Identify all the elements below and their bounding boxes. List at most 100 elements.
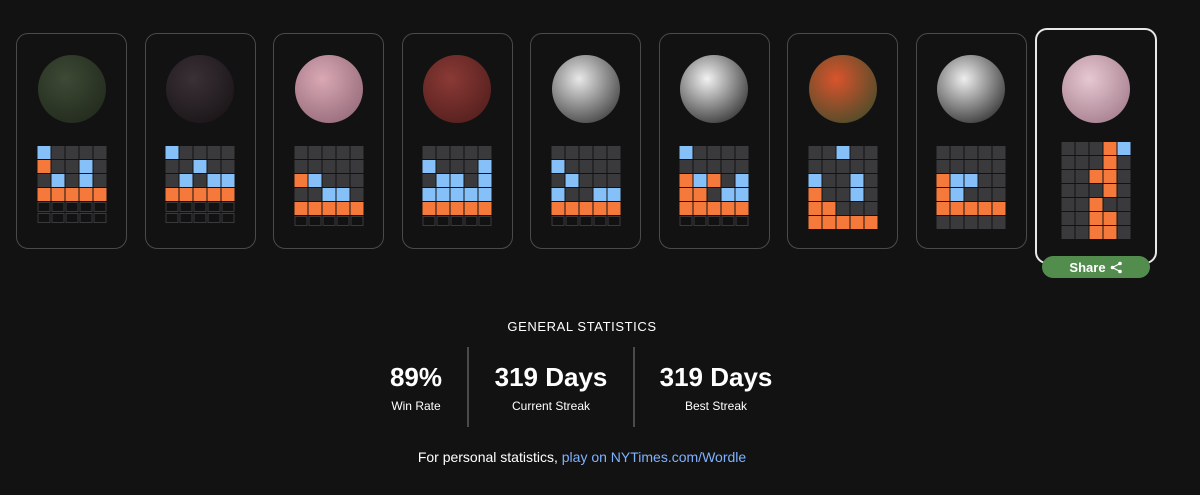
tile xyxy=(478,174,492,187)
tile xyxy=(464,160,478,173)
tile xyxy=(808,188,821,201)
tile xyxy=(992,202,1006,215)
share-button[interactable]: Share xyxy=(1042,256,1150,278)
guess-grid xyxy=(1061,142,1131,239)
tile xyxy=(1061,198,1075,211)
tile xyxy=(1075,170,1089,183)
tile xyxy=(836,174,849,187)
tile xyxy=(79,146,92,159)
tile xyxy=(207,174,221,187)
tile xyxy=(822,160,835,173)
guess-grid xyxy=(936,146,1006,229)
tile xyxy=(93,146,106,159)
tile xyxy=(721,202,735,215)
tile xyxy=(1117,226,1131,239)
tile xyxy=(850,188,863,201)
tile xyxy=(51,160,64,173)
tile xyxy=(936,188,950,201)
tile xyxy=(65,160,78,173)
tile xyxy=(179,202,193,212)
tile xyxy=(1089,156,1103,169)
tile xyxy=(679,146,693,159)
tile xyxy=(808,202,821,215)
tile xyxy=(836,216,849,229)
tile xyxy=(735,188,749,201)
tile xyxy=(679,188,693,201)
tile xyxy=(37,213,50,223)
tile xyxy=(850,160,863,173)
tile xyxy=(950,202,964,215)
stat: 89% Win Rate xyxy=(366,362,466,413)
tile xyxy=(294,202,307,215)
tile xyxy=(593,202,606,215)
tile xyxy=(735,160,749,173)
tile xyxy=(1075,156,1089,169)
stat-value: 89% xyxy=(389,362,443,392)
tile xyxy=(579,160,592,173)
tile xyxy=(207,213,221,223)
avatar xyxy=(423,55,491,123)
avatar xyxy=(937,55,1005,123)
tile xyxy=(422,202,436,215)
tile xyxy=(65,146,78,159)
stat-label: Best Streak xyxy=(684,399,748,413)
tile xyxy=(37,174,50,187)
player-card xyxy=(273,33,384,249)
tile xyxy=(735,202,749,215)
tile xyxy=(1061,184,1075,197)
tile xyxy=(322,216,335,226)
tile xyxy=(593,146,606,159)
tile xyxy=(93,202,106,212)
tile xyxy=(1103,184,1117,197)
tile xyxy=(464,216,478,226)
stat: 319 Days Current Streak xyxy=(476,362,626,413)
tile xyxy=(193,174,207,187)
tile xyxy=(51,146,64,159)
tile xyxy=(464,146,478,159)
tile xyxy=(565,188,578,201)
tile xyxy=(350,146,363,159)
player-card[interactable] xyxy=(1035,28,1157,264)
tile xyxy=(822,174,835,187)
stats-title: GENERAL STATISTICS xyxy=(507,319,657,334)
tile xyxy=(1061,170,1075,183)
tile xyxy=(1117,198,1131,211)
tile xyxy=(350,160,363,173)
tile xyxy=(565,146,578,159)
divider xyxy=(633,347,635,427)
tile xyxy=(607,216,620,226)
tile xyxy=(464,202,478,215)
tile xyxy=(693,216,707,226)
tile xyxy=(308,202,321,215)
tile xyxy=(593,216,606,226)
tile xyxy=(721,216,735,226)
tile xyxy=(950,216,964,229)
tile xyxy=(221,160,235,173)
tile xyxy=(294,160,307,173)
tile xyxy=(1075,226,1089,239)
tile xyxy=(864,174,877,187)
tile xyxy=(808,216,821,229)
tile xyxy=(322,174,335,187)
tile xyxy=(350,188,363,201)
tile xyxy=(607,202,620,215)
tile xyxy=(436,216,450,226)
tile xyxy=(822,202,835,215)
tile xyxy=(79,160,92,173)
tile xyxy=(436,160,450,173)
tile xyxy=(179,146,193,159)
tile xyxy=(65,174,78,187)
footer-link[interactable]: play on NYTimes.com/Wordle xyxy=(561,449,747,465)
tile xyxy=(450,188,464,201)
tile xyxy=(336,146,349,159)
tile xyxy=(992,146,1006,159)
tile xyxy=(850,146,863,159)
tile xyxy=(936,174,950,187)
tile xyxy=(193,202,207,212)
tile xyxy=(593,188,606,201)
tile xyxy=(593,174,606,187)
tile xyxy=(936,146,950,159)
avatar xyxy=(166,55,234,123)
tile xyxy=(579,146,592,159)
tile xyxy=(422,174,436,187)
